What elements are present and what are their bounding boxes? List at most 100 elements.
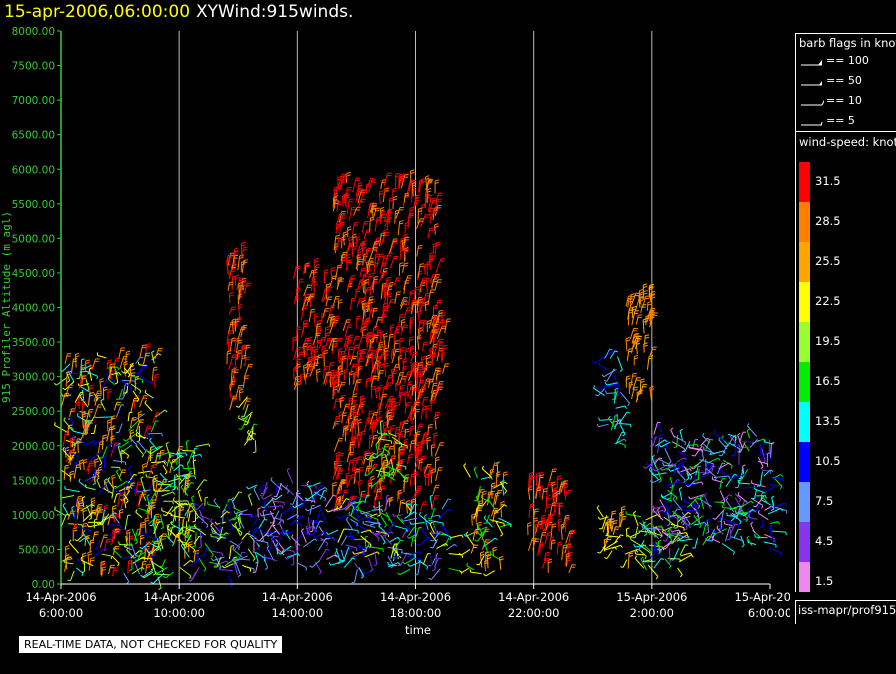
- wind-barb: [392, 402, 399, 418]
- y-tick-label: 5000.00: [12, 233, 55, 245]
- wind-barb: [226, 516, 234, 531]
- wind-barb: [323, 269, 329, 284]
- wind-barb: [714, 501, 725, 506]
- wind-barb: [434, 198, 442, 210]
- wind-barb: [252, 535, 261, 552]
- wind-barb: [107, 514, 115, 526]
- wind-barb: [357, 431, 362, 449]
- wind-barb: [73, 454, 79, 466]
- wind-barb: [489, 550, 501, 561]
- wind-barb: [529, 475, 535, 489]
- wind-barb: [492, 546, 498, 557]
- wind-barb: [167, 477, 182, 483]
- wind-barb: [355, 188, 364, 202]
- wind-barb: [481, 539, 490, 550]
- wind-barb: [130, 397, 139, 413]
- y-tick-label: 4000.00: [12, 303, 55, 315]
- wind-barb: [228, 306, 236, 316]
- wind-barb: [239, 512, 243, 524]
- wind-barb: [313, 281, 318, 293]
- wind-barb: [565, 530, 574, 544]
- wind-barb: [410, 345, 415, 356]
- wind-barb: [394, 525, 408, 533]
- wind-barb: [96, 453, 103, 466]
- wind-barb: [290, 554, 295, 566]
- wind-barb: [399, 296, 408, 307]
- wind-barb: [532, 538, 540, 551]
- wind-barb: [458, 549, 471, 556]
- y-tick-label: 3500.00: [12, 337, 55, 349]
- wind-barb: [136, 425, 141, 443]
- wind-barb: [368, 515, 379, 523]
- wind-barb: [383, 282, 392, 298]
- wind-barb: [172, 497, 184, 509]
- wind-barb: [152, 412, 161, 423]
- wind-barb: [193, 502, 204, 511]
- wind-barb: [404, 247, 410, 261]
- wind-barb: [649, 346, 657, 356]
- wind-barb: [355, 515, 371, 521]
- wind-barb: [243, 282, 252, 294]
- wind-barb: [343, 368, 349, 381]
- wind-barb: [426, 188, 432, 204]
- wind-barb: [485, 551, 490, 563]
- wind-barb: [124, 514, 131, 530]
- wind-barb: [153, 521, 162, 535]
- wind-barb: [416, 362, 423, 374]
- wind-barb: [352, 415, 359, 429]
- wind-barb: [427, 198, 435, 213]
- wind-barb: [677, 450, 687, 459]
- wind-barb: [409, 425, 415, 437]
- wind-barb: [86, 460, 95, 472]
- wind-barb: [365, 347, 375, 359]
- wind-barb: [470, 544, 479, 554]
- wind-barb: [472, 528, 480, 541]
- wind-barb: [319, 336, 327, 349]
- wind-barb: [204, 496, 209, 506]
- wind-barb: [565, 552, 571, 567]
- wind-barb: [421, 527, 430, 540]
- wind-barb: [417, 441, 423, 454]
- wind-barb: [379, 393, 388, 409]
- wind-barb: [540, 514, 546, 525]
- wind-barb: [81, 522, 88, 538]
- wind-barb: [337, 276, 343, 287]
- wind-barb: [392, 513, 403, 517]
- speed-swatch: [799, 442, 810, 482]
- wind-barb: [596, 505, 604, 518]
- wind-barb: [309, 294, 316, 308]
- wind-barb: [650, 294, 656, 305]
- wind-barb: [295, 287, 301, 301]
- wind-barb: [137, 361, 148, 367]
- wind-barb: [379, 330, 385, 344]
- wind-barb: [378, 232, 386, 247]
- wind-barb: [602, 540, 618, 550]
- wind-barb: [210, 522, 217, 534]
- wind-barb: [107, 564, 115, 575]
- wind-barb: [266, 545, 275, 561]
- wind-barb: [368, 272, 374, 286]
- wind-barb: [369, 522, 382, 526]
- wind-barb: [719, 478, 726, 490]
- wind-barb: [367, 178, 375, 187]
- wind-barb: [368, 179, 377, 193]
- wind-barb: [228, 292, 234, 303]
- wind-barb: [392, 195, 398, 209]
- wind-barb: [381, 447, 391, 456]
- title-product: XYWind:915winds.: [196, 2, 354, 22]
- wind-barb: [305, 499, 316, 504]
- wind-barb: [188, 571, 197, 582]
- wind-barb: [355, 185, 363, 197]
- wind-barb: [604, 384, 620, 388]
- wind-barb: [254, 551, 259, 564]
- wind-barb: [563, 483, 569, 497]
- wind-barb: [321, 287, 330, 303]
- wind-barb: [91, 358, 100, 370]
- wind-barb: [528, 503, 535, 518]
- wind-barb: [427, 227, 434, 239]
- wind-barb: [135, 509, 143, 519]
- wind-barb: [718, 443, 729, 457]
- wind-barb: [404, 391, 409, 407]
- wind-barb: [398, 314, 405, 326]
- wind-barb: [618, 411, 631, 425]
